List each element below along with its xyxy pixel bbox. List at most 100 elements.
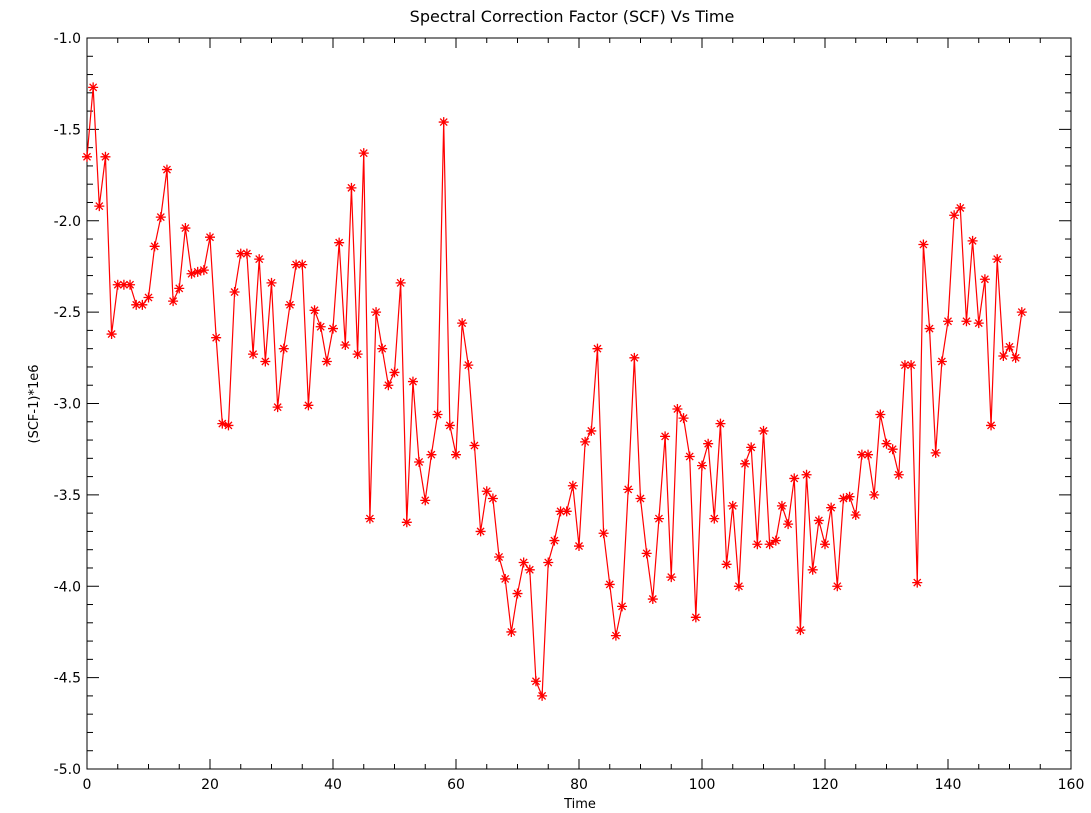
data-point-marker — [383, 380, 394, 391]
data-point-marker — [334, 237, 345, 248]
y-tick-label: -2.0 — [54, 214, 81, 230]
data-point-marker — [112, 279, 123, 290]
data-point-marker — [321, 356, 332, 367]
data-point-marker — [617, 601, 628, 612]
data-point-marker — [721, 559, 732, 570]
data-point-marker — [543, 557, 554, 568]
data-point-marker — [395, 277, 406, 288]
data-point-marker — [666, 572, 677, 583]
data-point-marker — [364, 513, 375, 524]
data-point-marker — [284, 299, 295, 310]
data-point-marker — [241, 248, 252, 259]
y-tick-label: -3.0 — [54, 397, 81, 413]
axis-ticks — [86, 37, 1072, 770]
series-line — [86, 87, 1023, 697]
data-point-marker — [407, 376, 418, 387]
data-point-marker — [592, 343, 603, 354]
data-point-marker — [444, 420, 455, 431]
data-point-marker — [401, 517, 412, 528]
data-point-marker — [610, 630, 621, 641]
data-point-marker — [155, 212, 166, 223]
x-tick-label: 60 — [447, 777, 465, 793]
data-point-marker — [389, 367, 400, 378]
data-point-marker — [758, 425, 769, 436]
data-point-marker — [604, 579, 615, 590]
data-point-marker — [500, 573, 511, 584]
data-point-marker — [266, 277, 277, 288]
data-point-marker — [180, 223, 191, 234]
data-point-marker — [789, 473, 800, 484]
data-point-marker — [807, 564, 818, 575]
data-point-marker — [217, 418, 228, 429]
data-point-marker — [930, 447, 941, 458]
x-tick-labels: 0 20 40 60 80 100 120 140 160 — [83, 777, 1085, 793]
data-point-marker — [918, 239, 929, 250]
data-point-marker — [598, 528, 609, 539]
data-point-marker — [186, 268, 197, 279]
data-point-marker — [358, 148, 369, 159]
data-point-marker — [678, 413, 689, 424]
data-point-marker — [709, 513, 720, 524]
data-point-marker — [733, 581, 744, 592]
data-point-marker — [979, 274, 990, 285]
x-axis-label: Time — [563, 797, 596, 812]
data-point-marker — [463, 360, 474, 371]
data-point-marker — [653, 513, 664, 524]
data-point-marker — [764, 539, 775, 550]
data-point-marker — [512, 588, 523, 599]
data-point-marker — [690, 612, 701, 623]
data-point-marker — [131, 299, 142, 310]
data-point-marker — [100, 151, 111, 162]
data-point-marker — [899, 360, 910, 371]
data-point-marker — [727, 500, 738, 511]
data-point-marker — [1004, 341, 1015, 352]
data-point-marker — [574, 541, 584, 552]
data-point-marker — [340, 340, 351, 351]
data-point-marker — [924, 323, 935, 334]
data-point-marker — [887, 444, 898, 455]
data-point-marker — [371, 307, 382, 318]
data-point-marker — [826, 502, 837, 513]
data-point-marker — [961, 316, 972, 327]
data-point-marker — [549, 535, 560, 546]
data-point-marker — [223, 420, 234, 431]
data-point-marker — [856, 449, 867, 460]
data-point-marker — [494, 552, 505, 563]
data-point-marker — [955, 202, 966, 213]
data-point-marker — [986, 420, 997, 431]
y-tick-label: -1.0 — [54, 31, 81, 47]
data-point-marker — [943, 316, 953, 327]
data-point-marker — [487, 493, 498, 504]
x-tick-label: 100 — [689, 777, 716, 793]
data-point-marker — [192, 266, 203, 277]
data-point-marker — [992, 254, 1003, 265]
data-point-marker — [795, 625, 806, 636]
data-point-marker — [813, 515, 824, 526]
chart-title: Spectral Correction Factor (SCF) Vs Time — [410, 7, 735, 26]
data-point-marker — [580, 436, 591, 447]
x-tick-label: 160 — [1058, 777, 1085, 793]
data-point-marker — [377, 343, 388, 354]
x-tick-label: 120 — [812, 777, 839, 793]
data-point-marker — [906, 360, 917, 371]
data-point-marker — [672, 403, 683, 414]
data-point-marker — [82, 151, 92, 162]
data-point-marker — [641, 548, 652, 559]
data-point-marker — [297, 259, 308, 270]
data-point-marker — [776, 500, 787, 511]
data-point-marker — [555, 506, 566, 517]
data-point-marker — [850, 509, 861, 520]
data-point-marker — [414, 456, 425, 467]
series-group — [82, 82, 1027, 701]
data-point-marker — [88, 82, 99, 93]
data-point-marker — [936, 356, 947, 367]
data-point-marker — [1010, 352, 1021, 363]
data-point-marker — [746, 442, 757, 453]
data-point-marker — [94, 201, 105, 212]
data-point-marker — [844, 491, 855, 502]
y-tick-label: -3.5 — [54, 488, 81, 504]
data-point-marker — [949, 210, 960, 221]
data-point-marker — [118, 279, 129, 290]
data-point-marker — [820, 539, 830, 550]
x-tick-label: 80 — [570, 777, 588, 793]
